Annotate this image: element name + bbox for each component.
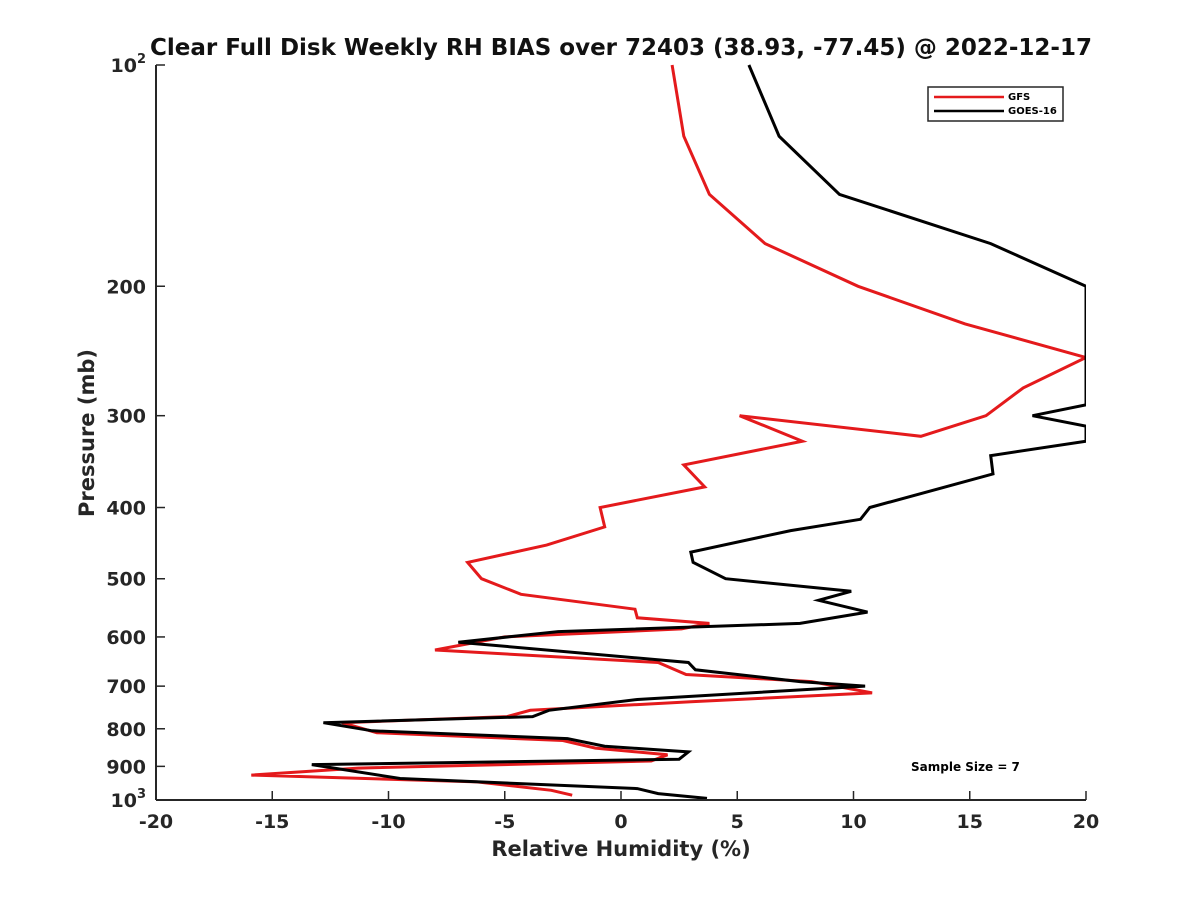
y-tick-label: 200 (106, 276, 146, 298)
sample-size-annotation: Sample Size = 7 (911, 760, 1020, 774)
chart-title: Clear Full Disk Weekly RH BIAS over 7240… (150, 35, 1092, 61)
y-tick-label: 900 (106, 756, 146, 778)
legend-label-goes16: GOES-16 (1008, 106, 1057, 117)
x-tick-label: 20 (1073, 811, 1099, 833)
y-tick-label: 102 (111, 52, 147, 77)
x-tick-label: -20 (139, 811, 173, 833)
legend: GFS GOES-16 (927, 86, 1064, 122)
series-line-goes16 (311, 64, 1086, 800)
x-tick-label: -5 (494, 811, 515, 833)
y-axis-label: Pressure (mb) (75, 349, 99, 517)
series-line-gfs (251, 64, 1086, 797)
y-tick-label: 103 (111, 787, 147, 812)
y-tick-label: 300 (106, 406, 146, 428)
x-tick-label: 5 (731, 811, 744, 833)
legend-box (927, 86, 1064, 122)
x-tick-group: -20 -15 -10 -5 0 5 10 15 20 (139, 791, 1099, 833)
y-tick-label: 600 (106, 627, 146, 649)
x-tick-label: 0 (614, 811, 627, 833)
y-tick-label: 700 (106, 676, 146, 698)
y-tick-group: 102 200 300 400 500 600 700 800 900 103 (106, 52, 165, 812)
x-tick-label: -10 (371, 811, 405, 833)
plot-area (251, 64, 1086, 800)
y-tick-label: 800 (106, 719, 146, 741)
x-tick-label: 10 (840, 811, 866, 833)
y-tick-label: 500 (106, 569, 146, 591)
x-tick-label: -15 (255, 811, 289, 833)
x-axis-label: Relative Humidity (%) (491, 837, 750, 861)
x-tick-label: 15 (957, 811, 983, 833)
y-tick-label: 400 (106, 498, 146, 520)
legend-label-gfs: GFS (1008, 92, 1030, 103)
